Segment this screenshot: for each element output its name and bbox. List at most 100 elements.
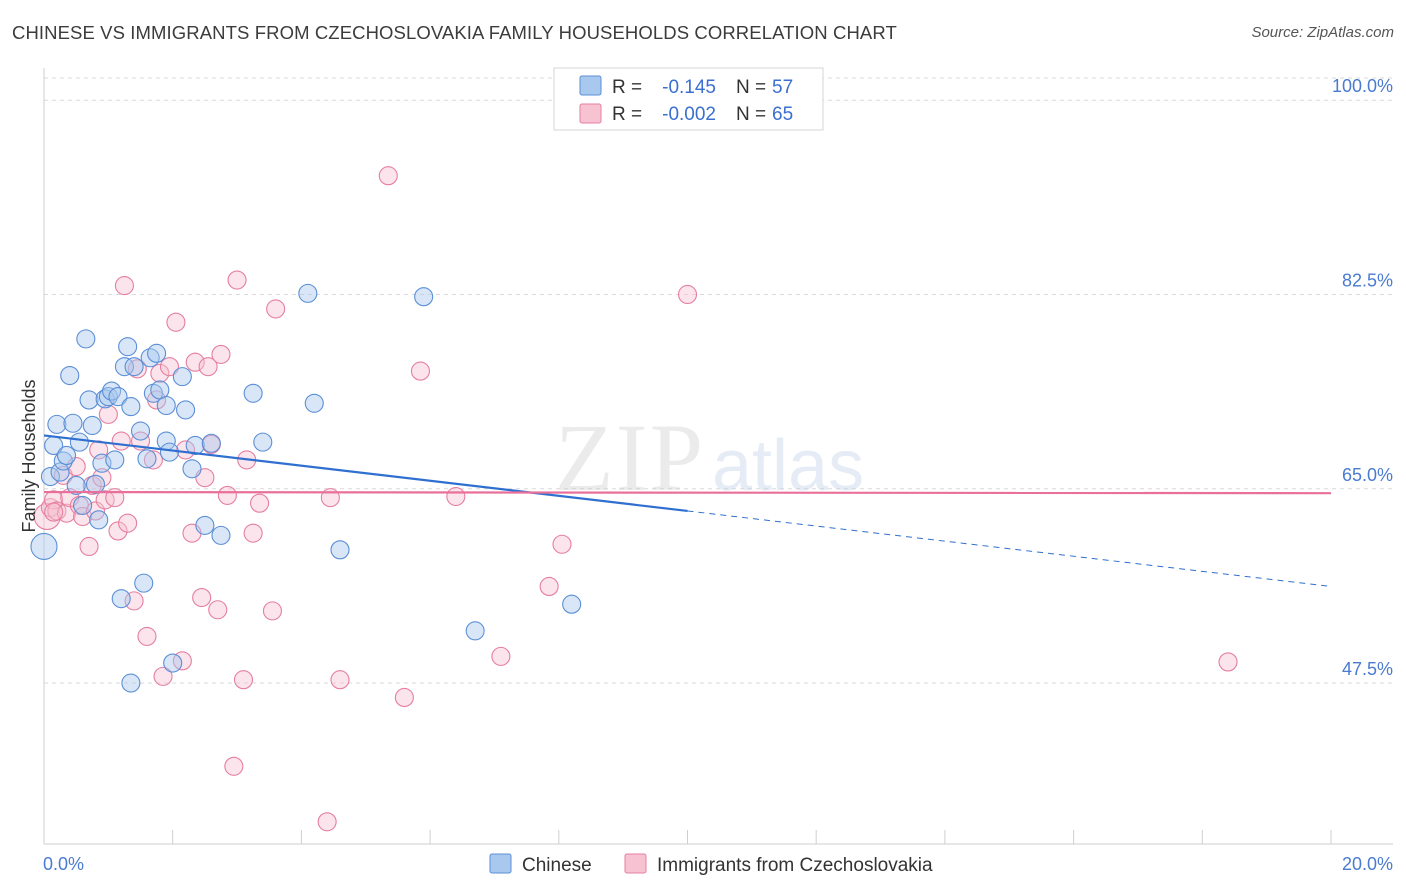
chinese-point-28 xyxy=(121,673,141,693)
chinese-point-27 xyxy=(124,357,144,377)
czechoslovakia-point-47 xyxy=(243,523,263,543)
czechoslovakia-point-48 xyxy=(250,493,270,513)
czechoslovakia-point-10 xyxy=(79,536,99,557)
bottom-legend-czechoslovakia: Immigrants from Czechoslovakia xyxy=(657,855,933,876)
y-tick-label-2: 65.0% xyxy=(1342,465,1393,485)
chinese-point-30 xyxy=(134,573,154,593)
czechoslovakia-point-57 xyxy=(446,486,466,507)
chinese-point-38 xyxy=(159,442,180,462)
trend-lines xyxy=(43,434,1332,587)
czechoslovakia-point-38 xyxy=(198,357,218,377)
chinese-point-7 xyxy=(60,365,80,386)
chinese-point-19 xyxy=(98,387,118,407)
czechoslovakia-point-9 xyxy=(73,506,93,527)
chinese-point-6 xyxy=(56,445,77,465)
bottom-legend-swatch-czechoslovakia xyxy=(624,853,647,874)
czechoslovakia-point-28 xyxy=(150,363,170,383)
czechoslovakia-point-50 xyxy=(266,299,286,319)
chinese-point-8 xyxy=(63,413,83,433)
source-credit: Source: ZipAtlas.com xyxy=(1251,24,1394,41)
czechoslovakia-point-63 xyxy=(1218,652,1238,672)
czechoslovakia-point-54 xyxy=(378,166,398,186)
chinese-point-11 xyxy=(73,495,93,515)
chinese-point-37 xyxy=(156,395,176,416)
czechoslovakia-point-49 xyxy=(262,601,282,621)
watermark-atlas: atlas xyxy=(712,426,864,506)
chinese-point-10 xyxy=(69,432,89,452)
czechoslovakia-point-60 xyxy=(552,534,572,554)
chinese-point-4 xyxy=(50,462,70,482)
y-tick-label-1: 82.5% xyxy=(1342,270,1393,290)
czechoslovakia-point-61 xyxy=(677,284,698,305)
chinese-point-0 xyxy=(30,532,58,561)
chinese-point-40 xyxy=(172,367,192,387)
chinese-point-46 xyxy=(211,525,231,545)
czechoslovakia-point-29 xyxy=(153,666,173,686)
legend-r-value-2: -0.002 xyxy=(662,104,716,125)
gridlines xyxy=(44,77,1393,684)
chinese-point-54 xyxy=(562,594,582,614)
chinese-point-12 xyxy=(76,329,96,349)
legend-swatch-chinese xyxy=(579,75,602,96)
chinese-point-17 xyxy=(92,453,112,473)
chart-title: CHINESE VS IMMIGRANTS FROM CZECHOSLOVAKI… xyxy=(12,22,897,43)
y-tick-labels: 100.0% 82.5% 65.0% 47.5% xyxy=(1332,76,1393,679)
chinese-point-22 xyxy=(108,387,128,407)
czechoslovakia-point-44 xyxy=(227,270,247,290)
chinese-point-14 xyxy=(82,415,102,436)
legend-n-label-1: N = xyxy=(736,77,766,98)
watermark-zip: ZIP xyxy=(555,404,705,511)
chinese-point-31 xyxy=(137,449,157,469)
chinese-point-48 xyxy=(253,432,273,452)
chinese-point-9 xyxy=(66,475,86,495)
czechoslovakia-point-53 xyxy=(330,670,350,690)
chinese-point-26 xyxy=(121,397,141,417)
chinese-point-16 xyxy=(89,510,109,530)
czechoslovakia-point-59 xyxy=(539,576,559,596)
chinese-point-50 xyxy=(304,393,324,413)
czechoslovakia-point-58 xyxy=(491,646,511,666)
chinese-point-15 xyxy=(85,474,106,494)
x-tick-label-min: 0.0% xyxy=(43,854,84,874)
czechoslovakia-point-40 xyxy=(208,600,228,620)
y-axis-title: Family Households xyxy=(19,379,39,532)
legend-n-value-1: 57 xyxy=(772,77,793,98)
legend-r-label-2: R = xyxy=(612,104,642,125)
bottom-legend-swatch-chinese xyxy=(489,853,512,874)
chinese-point-21 xyxy=(105,450,125,470)
chinese-point-39 xyxy=(163,653,183,673)
chinese-point-43 xyxy=(185,435,205,456)
bottom-legend-chinese: Chinese xyxy=(522,855,592,876)
chinese-trend-line xyxy=(43,434,688,513)
chinese-point-41 xyxy=(176,400,196,420)
czechoslovakia-point-55 xyxy=(394,687,414,708)
czechoslovakia-point-30 xyxy=(159,357,180,377)
czechoslovakia-point-45 xyxy=(233,670,254,690)
czechoslovakia-point-19 xyxy=(111,431,131,451)
chinese-point-44 xyxy=(195,515,215,535)
series-chinese-points xyxy=(30,283,582,693)
chinese-point-1 xyxy=(40,466,60,487)
legend-r-value-1: -0.145 xyxy=(662,77,716,98)
czechoslovakia-point-56 xyxy=(410,361,430,381)
series-czechoslovakia-points xyxy=(33,89,1238,832)
czechoslovakia-point-20 xyxy=(114,276,134,296)
chinese-point-47 xyxy=(243,383,263,403)
chinese-point-45 xyxy=(201,433,221,453)
chinese-point-49 xyxy=(298,283,318,303)
chinese-point-23 xyxy=(111,589,131,609)
czechoslovakia-point-18 xyxy=(108,521,128,541)
chinese-point-53 xyxy=(465,621,485,641)
chinese-trend-extension xyxy=(687,510,1332,587)
chinese-point-42 xyxy=(182,459,202,479)
chinese-point-24 xyxy=(114,357,134,377)
czechoslovakia-point-25 xyxy=(137,626,157,646)
czechoslovakia-point-64 xyxy=(44,502,64,522)
czechoslovakia-point-31 xyxy=(166,312,186,332)
czechoslovakia-point-41 xyxy=(211,344,231,364)
chinese-point-3 xyxy=(47,414,67,434)
chinese-point-29 xyxy=(130,421,151,441)
correlation-legend: R = -0.145 N = 57 R = -0.002 N = 65 xyxy=(553,67,824,131)
legend-n-label-2: N = xyxy=(736,104,766,125)
